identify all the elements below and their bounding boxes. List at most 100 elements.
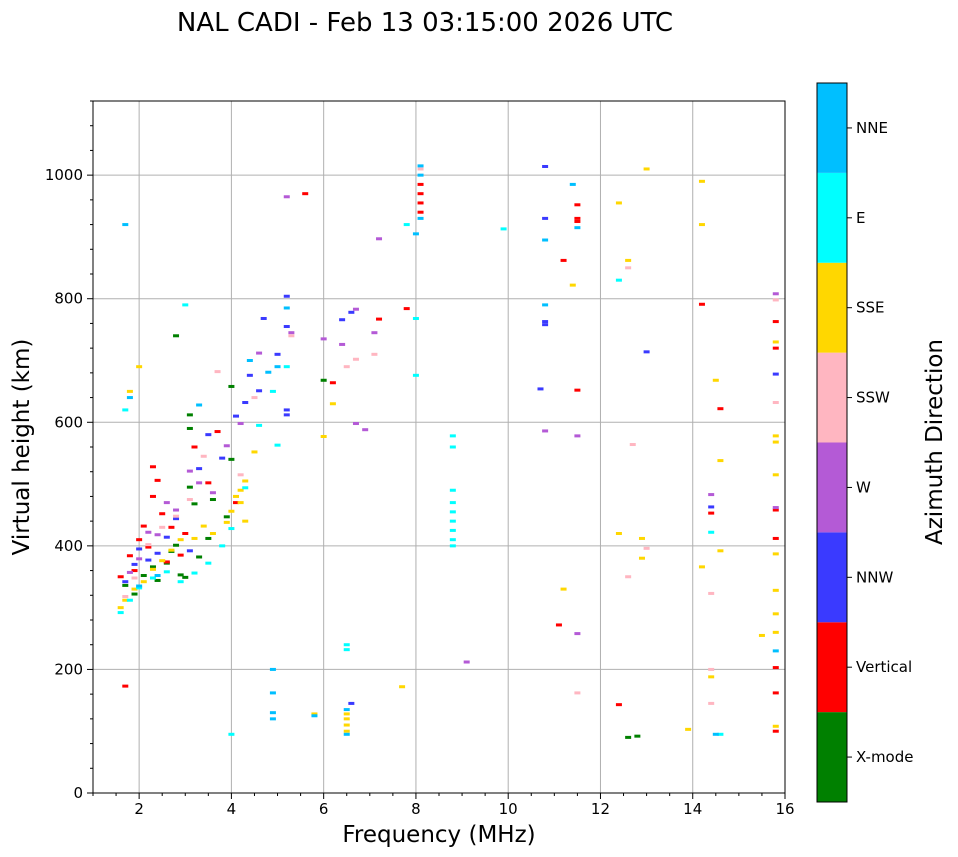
echo-point [449,538,456,542]
echo-point [417,201,424,205]
echo-point [145,558,152,562]
echo-point [352,357,359,361]
colorbar-tick-label: SSE [856,299,885,317]
echo-point [154,478,161,482]
x-tick-label: 16 [775,800,794,818]
echo-point [708,591,715,595]
series-nnw [122,164,779,705]
echo-point [417,164,424,168]
echo-point [574,632,581,636]
echo-point [634,734,641,738]
echo-point [256,423,263,427]
echo-point [283,195,290,199]
echo-point [615,703,622,707]
echo-point [717,732,724,736]
echo-point [417,210,424,214]
echo-point [274,443,281,447]
colorbar-tick-label: NNE [856,119,888,137]
echo-point [122,598,129,602]
echo-point [228,384,235,388]
echo-point [214,370,221,374]
echo-point [542,303,549,307]
echo-point [343,712,350,716]
echo-point [412,316,419,320]
colorbar-swatch [817,622,847,713]
colorbar-swatch [817,172,847,263]
echo-point [131,592,138,596]
echo-point [320,337,327,341]
echo-point [149,576,156,580]
echo-point [200,454,207,458]
echo-point [256,351,263,355]
echo-point [159,559,166,563]
echo-point [772,292,779,296]
echo-point [772,552,779,556]
echo-point [131,562,138,566]
echo-point [283,365,290,369]
echo-point [542,323,549,327]
echo-point [343,643,350,647]
echo-point [237,473,244,477]
echo-point [163,560,170,564]
echo-point [136,365,143,369]
echo-point [228,457,235,461]
echo-point [126,396,133,400]
echo-point [417,167,424,171]
colorbar-tick-label: W [856,478,871,496]
echo-point [126,598,133,602]
colorbar-tick-label: X-mode [856,748,913,766]
echo-point [708,493,715,497]
echo-point [376,237,383,241]
echo-point [343,732,350,736]
x-axis-label: Frequency (MHz) [342,822,535,848]
echo-point [122,583,129,587]
echo-point [186,498,193,502]
y-tick-label: 600 [54,413,83,431]
echo-point [343,365,350,369]
echo-point [269,389,276,393]
echo-point [149,465,156,469]
series-nne [122,164,779,736]
echo-point [288,334,295,338]
echo-point [329,402,336,406]
echo-point [449,445,456,449]
echo-point [772,588,779,592]
echo-point [311,712,318,716]
echo-point [772,666,779,670]
echo-point [772,649,779,653]
echo-point [449,528,456,532]
series-ssw [122,167,779,705]
y-axis-ticks: 0 200 400 600 800 1000 [45,100,93,802]
echo-point [173,517,180,521]
echo-point [173,514,180,518]
echo-point [136,586,143,590]
echo-point [320,434,327,438]
echo-point [343,729,350,733]
echo-point [574,216,581,220]
echo-point [311,714,318,718]
y-tick-label: 0 [73,784,83,802]
y-tick-label: 400 [54,537,83,555]
echo-point [449,519,456,523]
echo-point [265,370,272,374]
echo-point [288,331,295,335]
x-tick-label: 14 [683,800,702,818]
echo-point [274,352,281,356]
echo-point [542,238,549,242]
echo-point [708,667,715,671]
echo-point [126,554,133,558]
echo-point [625,735,632,739]
echo-point [136,538,143,542]
echo-point [708,530,715,534]
echo-point [343,708,350,712]
echo-point [329,381,336,385]
colorbar-swatch [817,532,847,623]
echo-point [209,532,216,535]
echo-point [140,524,147,528]
echo-point [283,294,290,298]
echo-point [772,401,779,405]
echo-point [228,527,235,531]
echo-point [219,544,226,548]
x-tick-label: 10 [499,800,518,818]
echo-point [574,219,581,223]
